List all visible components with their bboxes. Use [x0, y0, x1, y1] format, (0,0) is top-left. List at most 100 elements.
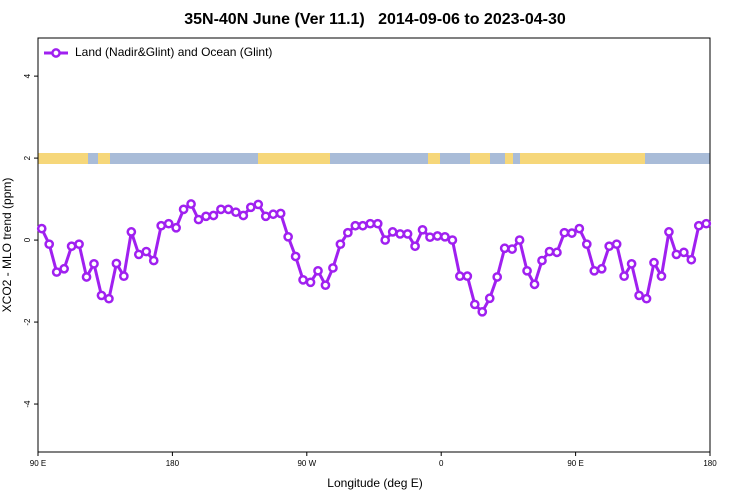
legend-label: Land (Nadir&Glint) and Ocean (Glint): [75, 45, 272, 59]
point: [537, 255, 547, 266]
y-tick-label: -4: [23, 400, 32, 408]
point: [343, 227, 353, 238]
chart-title: 35N-40N June (Ver 11.1) 2014-09-06 to 20…: [184, 11, 566, 28]
point: [544, 246, 555, 257]
point: [455, 271, 465, 282]
point: [387, 227, 398, 237]
x-tick-label: 90 W: [297, 459, 316, 468]
point: [216, 204, 226, 215]
point: [514, 235, 525, 245]
point: [163, 218, 174, 229]
point: [305, 277, 316, 288]
point: [148, 255, 159, 266]
point: [156, 220, 167, 231]
land-band: [505, 153, 513, 164]
point: [104, 293, 114, 304]
point: [581, 239, 592, 250]
point: [268, 209, 279, 220]
point: [492, 272, 503, 282]
point: [193, 214, 204, 225]
land-band: [98, 153, 110, 164]
point: [245, 202, 256, 213]
land-band: [38, 153, 88, 164]
x-axis-label: Longitude (deg E): [327, 476, 422, 490]
x-tick-label: 90 E: [30, 459, 46, 468]
point: [567, 228, 577, 238]
point: [372, 218, 383, 229]
point: [201, 211, 211, 222]
point: [253, 199, 264, 210]
point: [499, 243, 510, 254]
point: [395, 229, 405, 239]
point: [36, 223, 47, 234]
x-tick-label: 180: [166, 459, 180, 468]
point: [290, 251, 301, 262]
point: [141, 246, 152, 257]
point: [350, 220, 361, 231]
plot-frame: [37, 37, 711, 453]
point: [462, 271, 473, 282]
point: [111, 258, 122, 269]
land-band: [520, 153, 645, 164]
point: [559, 227, 570, 238]
point: [522, 265, 532, 276]
point: [469, 299, 480, 310]
point: [611, 239, 622, 250]
point: [44, 239, 55, 250]
point: [186, 199, 196, 209]
y-tick-label: 2: [23, 155, 32, 160]
point: [223, 204, 234, 215]
y-axis-label: XCO2 - MLO trend (ppm): [0, 178, 14, 313]
x-tick-label: 180: [703, 459, 717, 468]
point: [171, 222, 181, 233]
point: [432, 231, 443, 241]
point: [89, 259, 99, 269]
point: [133, 249, 144, 260]
point: [260, 211, 271, 222]
legend-marker: [51, 48, 61, 58]
ocean-band: [38, 153, 710, 164]
point: [59, 263, 69, 274]
land-band: [470, 153, 490, 164]
point: [119, 271, 129, 282]
point: [380, 235, 391, 245]
point: [313, 265, 323, 276]
y-tick-label: 0: [23, 237, 32, 242]
point: [357, 220, 368, 231]
point: [440, 231, 450, 242]
point: [178, 204, 189, 215]
point: [693, 220, 704, 231]
y-tick-label: 4: [23, 73, 32, 78]
y-tick-label: -2: [23, 318, 32, 326]
land-band: [258, 153, 330, 164]
point: [664, 227, 674, 237]
point: [529, 279, 540, 290]
x-tick-label: 90 E: [567, 459, 583, 468]
point: [335, 239, 346, 250]
point: [484, 293, 495, 304]
point: [320, 280, 331, 291]
point: [552, 247, 562, 258]
point: [619, 271, 629, 282]
point: [701, 218, 712, 229]
point: [66, 241, 77, 252]
point: [298, 274, 308, 285]
point: [208, 210, 219, 221]
point: [283, 231, 293, 242]
point: [574, 223, 585, 234]
point: [365, 218, 376, 229]
point: [604, 241, 615, 252]
point: [402, 229, 413, 239]
point: [410, 241, 420, 252]
point: [425, 232, 435, 243]
land-ocean-strip: [38, 153, 710, 164]
point: [81, 272, 92, 282]
point: [649, 257, 659, 268]
point: [51, 267, 62, 277]
land-band: [428, 153, 440, 164]
point: [96, 290, 107, 301]
point: [74, 239, 84, 250]
point: [447, 235, 458, 245]
